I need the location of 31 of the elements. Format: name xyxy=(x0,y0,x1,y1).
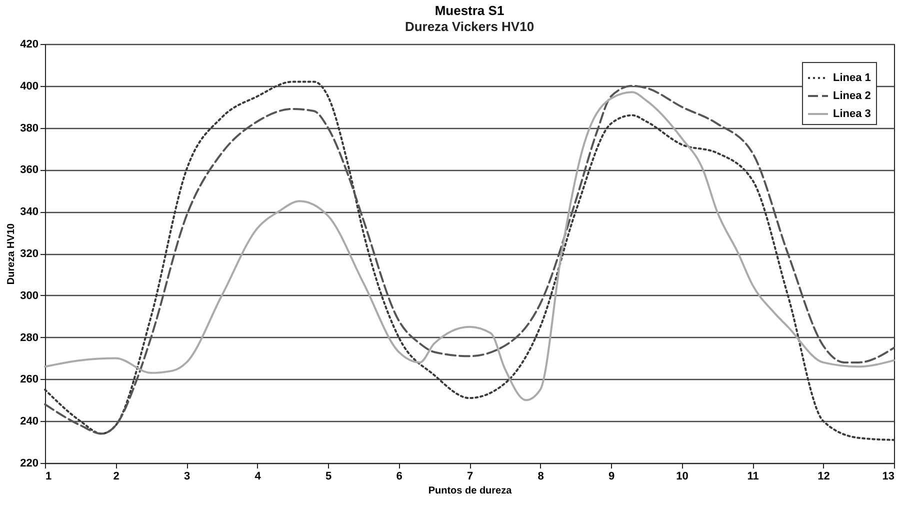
y-tick-label: 320 xyxy=(20,248,38,260)
x-tick-label: 10 xyxy=(676,470,688,482)
legend-label: Linea 3 xyxy=(833,108,871,120)
x-tick-label: 11 xyxy=(747,470,759,482)
x-tick-label: 2 xyxy=(113,470,120,482)
x-tick-label: 9 xyxy=(608,470,615,482)
x-axis-title: Puntos de dureza xyxy=(428,486,512,496)
x-tick-label: 6 xyxy=(396,470,402,482)
x-tick-label: 7 xyxy=(466,470,474,482)
y-tick-label: 240 xyxy=(20,416,38,428)
y-tick-label: 220 xyxy=(20,458,38,470)
y-tick-label: 380 xyxy=(20,122,38,134)
y-tick-label: 300 xyxy=(20,290,38,302)
x-tick-label: 8 xyxy=(538,470,544,482)
legend-label: Linea 1 xyxy=(833,72,871,84)
x-tick-label: 1 xyxy=(46,470,52,482)
y-axis-title: Dureza HV10 xyxy=(6,222,18,285)
y-tick-label: 400 xyxy=(20,80,38,92)
x-tick-label: 13 xyxy=(882,470,894,482)
chart-title: Muestra S1 xyxy=(434,3,504,18)
x-tick-label: 5 xyxy=(325,470,332,482)
y-tick-label: 260 xyxy=(20,374,38,386)
x-tick-label: 4 xyxy=(254,470,262,482)
chart-subtitle: Dureza Vickers HV10 xyxy=(404,19,534,34)
y-tick-label: 360 xyxy=(20,164,38,176)
y-tick-label: 280 xyxy=(20,332,38,344)
x-tick-label: 12 xyxy=(818,470,830,482)
y-tick-label: 340 xyxy=(20,206,38,218)
legend-label: Linea 2 xyxy=(833,90,871,102)
y-tick-label: 420 xyxy=(20,38,38,50)
x-tick-label: 3 xyxy=(184,470,190,482)
